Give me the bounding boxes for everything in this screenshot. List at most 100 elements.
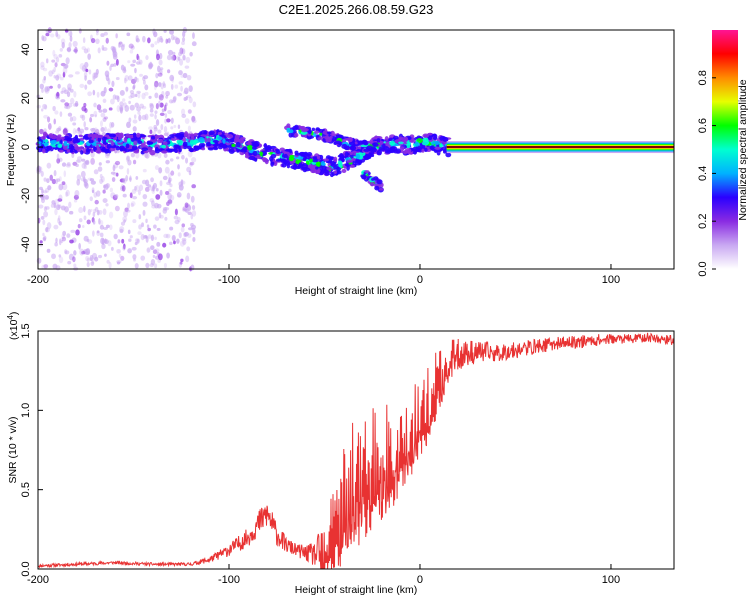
spectrogram-speckle — [106, 259, 110, 264]
spectrogram-speckle — [121, 238, 125, 244]
spectrogram-y-tick-label: 40 — [20, 43, 32, 55]
spectrogram-speckle — [61, 87, 67, 93]
spectrogram-speckle — [180, 108, 186, 116]
spectrogram-ridge-point — [78, 134, 83, 138]
spectrogram-ridge-point — [346, 159, 353, 163]
spectrogram-speckle — [184, 202, 189, 208]
spectrogram-ridge-point — [434, 146, 441, 150]
spectrogram-ridge-point — [370, 151, 375, 155]
spectrogram-speckle — [158, 212, 162, 219]
spectrogram-speckle — [53, 224, 59, 230]
spectrogram-speckle — [84, 84, 88, 90]
spectrogram-speckle — [170, 34, 175, 41]
colorbar-label: Normalized spectral amplitude — [737, 79, 749, 220]
spectrogram-ridge-point — [402, 136, 409, 142]
spectrogram-ridge-point — [177, 140, 184, 144]
spectrogram-speckle — [56, 153, 60, 160]
spectrogram-speckle — [55, 74, 60, 81]
spectrogram-ridge-point — [154, 146, 159, 152]
spectrogram-speckle — [134, 185, 137, 191]
spectrogram-speckle — [99, 178, 103, 185]
spectrogram-speckle — [93, 169, 99, 175]
spectrogram-speckle — [103, 86, 107, 94]
spectrogram-speckle — [135, 77, 140, 83]
spectrogram-speckle — [169, 74, 175, 82]
spectrogram-speckle — [179, 261, 183, 265]
spectrogram-speckle — [190, 264, 195, 271]
spectrogram-speckle — [159, 180, 163, 187]
spectrogram-ridge-point — [275, 148, 280, 152]
spectrogram-ridge-point — [371, 177, 375, 181]
spectrogram-ridge-point — [377, 144, 381, 148]
spectrogram-speckle — [180, 226, 185, 233]
spectrogram-speckle — [181, 237, 187, 242]
spectrogram-speckle — [129, 192, 133, 199]
spectrogram-speckle — [140, 255, 146, 261]
spectrogram-speckle — [57, 215, 61, 222]
spectrogram-speckle — [152, 249, 158, 255]
spectrogram-ridge-point — [429, 145, 434, 150]
spectrogram-speckle — [83, 164, 88, 170]
colorbar-gradient — [712, 30, 738, 269]
spectrogram-speckle — [142, 79, 146, 85]
spectrogram-speckle — [113, 63, 117, 67]
spectrogram-speckle — [101, 176, 105, 183]
spectrogram-speckle — [136, 61, 141, 65]
spectrogram-ridge-point — [97, 134, 104, 139]
spectrogram-speckle — [116, 261, 121, 265]
spectrogram-ridge-point — [261, 157, 268, 161]
spectrogram-speckle — [182, 54, 186, 61]
spectrogram-speckle — [123, 243, 126, 250]
spectrogram-speckle — [191, 205, 196, 211]
spectrogram-speckle — [85, 255, 90, 262]
spectrogram-speckle — [142, 193, 148, 200]
snr-x-tick-label: -100 — [218, 574, 240, 586]
colorbar-tick-label: 0.6 — [697, 118, 709, 133]
spectrogram-speckle — [186, 192, 191, 200]
spectrogram-speckle — [164, 207, 170, 211]
spectrogram-ridge-point — [110, 141, 114, 146]
spectrogram-speckle — [68, 74, 74, 78]
spectrogram-ridge-point — [42, 148, 46, 154]
spectrogram-ridge-point — [125, 133, 131, 138]
spectrogram-speckle — [175, 37, 181, 45]
spectrogram-speckle — [41, 264, 47, 270]
snr-y-tick-label: 0.0 — [20, 561, 32, 576]
spectrogram-speckle — [78, 28, 82, 34]
spectrogram-ridge-point — [128, 148, 135, 152]
spectrogram-speckle — [148, 95, 152, 99]
spectrogram-ridge-point — [90, 149, 94, 154]
spectrogram-ridge-point — [314, 130, 320, 134]
spectrogram-ridge-point — [321, 165, 327, 171]
spectrogram-ridge-point — [316, 162, 321, 167]
spectrogram-speckle — [127, 202, 130, 209]
spectrogram-ridge-point — [101, 136, 106, 141]
spectrogram-ridge-point — [161, 144, 167, 149]
spectrogram-speckle — [140, 233, 145, 241]
spectrogram-speckle — [62, 230, 67, 236]
spectrogram-speckle — [189, 51, 193, 57]
spectrogram-speckle — [168, 99, 174, 104]
spectrogram-ridge-point — [346, 165, 350, 171]
spectrogram-speckle — [56, 158, 61, 164]
spectrogram-speckle — [136, 90, 141, 94]
spectrogram-speckle — [45, 227, 49, 233]
spectrogram-speckle — [156, 241, 161, 247]
spectrogram-ridge-point — [399, 146, 405, 151]
spectrogram-ridge-point — [137, 140, 143, 144]
spectrogram-speckle — [134, 184, 140, 192]
spectrogram-speckle — [171, 234, 176, 242]
spectrogram-speckle — [42, 35, 47, 42]
spectrogram-speckle — [144, 235, 148, 239]
spectrogram-speckle — [79, 114, 84, 119]
spectrogram-speckle — [72, 128, 77, 135]
spectrogram-speckle — [135, 238, 139, 242]
spectrogram-speckle — [94, 199, 99, 205]
spectrogram-speckle — [124, 105, 130, 112]
spectrogram-ridge-point — [321, 162, 326, 166]
spectrogram-speckle — [137, 110, 141, 115]
spectrogram-speckle — [40, 197, 46, 204]
spectrogram-speckle — [154, 236, 157, 240]
spectrogram-speckle — [102, 208, 107, 216]
